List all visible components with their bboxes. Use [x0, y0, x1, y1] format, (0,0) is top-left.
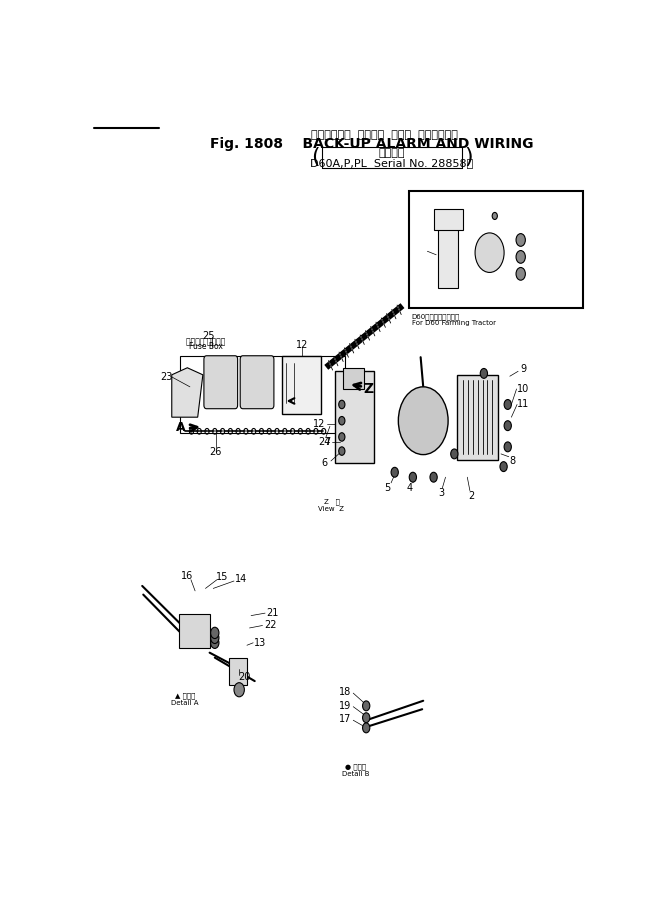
Bar	[179, 356, 345, 434]
Text: 11: 11	[517, 400, 529, 410]
Text: 2: 2	[468, 492, 474, 502]
Circle shape	[516, 268, 525, 281]
Text: 12: 12	[313, 419, 326, 429]
Text: ● 詳細図: ● 詳細図	[345, 763, 367, 770]
Circle shape	[363, 713, 370, 723]
Text: D60A,P,PL  Serial No. 28858～: D60A,P,PL Serial No. 28858～	[310, 158, 474, 168]
Text: バックアップ  アラーム  および  ワイヤリング: バックアップ アラーム および ワイヤリング	[311, 129, 458, 139]
Bar	[229, 658, 247, 685]
Text: (: (	[311, 148, 320, 167]
Text: 16: 16	[181, 571, 193, 581]
Circle shape	[339, 433, 345, 441]
Circle shape	[339, 400, 345, 409]
Text: View  Z: View Z	[318, 506, 345, 512]
Circle shape	[516, 250, 525, 263]
Circle shape	[363, 723, 370, 733]
Text: 22: 22	[264, 621, 276, 631]
Text: 6: 6	[322, 458, 328, 468]
Text: 19: 19	[339, 701, 352, 711]
Text: 14: 14	[235, 573, 247, 583]
Circle shape	[504, 421, 511, 431]
Bar	[438, 217, 458, 288]
Text: 25: 25	[202, 331, 214, 341]
Text: Detail A: Detail A	[171, 701, 199, 706]
Circle shape	[363, 701, 370, 711]
Circle shape	[504, 442, 511, 452]
Circle shape	[398, 387, 448, 455]
Circle shape	[211, 627, 219, 638]
Circle shape	[430, 472, 438, 482]
Circle shape	[500, 461, 507, 471]
Bar	[335, 371, 374, 463]
Circle shape	[391, 468, 398, 477]
Text: Fuse Box: Fuse Box	[189, 342, 222, 351]
Bar	[457, 375, 498, 459]
Circle shape	[409, 472, 417, 482]
Text: 7: 7	[324, 436, 330, 447]
Text: 24: 24	[318, 436, 331, 447]
Text: Z: Z	[364, 382, 374, 396]
Text: 12: 12	[413, 247, 425, 256]
Text: Fig. 1808    BACK-UP ALARM AND WIRING: Fig. 1808 BACK-UP ALARM AND WIRING	[209, 137, 533, 151]
Circle shape	[451, 449, 458, 458]
Circle shape	[492, 213, 497, 219]
Text: 20: 20	[238, 672, 250, 682]
Circle shape	[339, 447, 345, 456]
Text: 8: 8	[510, 456, 516, 466]
Bar	[282, 356, 321, 414]
Text: D60農業用トラクター: D60農業用トラクター	[412, 313, 460, 319]
Text: 21: 21	[267, 608, 279, 618]
Circle shape	[339, 416, 345, 425]
Text: 23: 23	[161, 372, 173, 382]
Circle shape	[475, 233, 504, 272]
Text: ▲ 詳細図: ▲ 詳細図	[175, 692, 195, 700]
Circle shape	[211, 632, 219, 644]
Text: 26: 26	[209, 447, 222, 458]
Bar	[343, 368, 364, 389]
Text: 適用号機: 適用号機	[379, 148, 405, 158]
Text: 17: 17	[339, 714, 352, 724]
Text: For D60 Farming Tractor: For D60 Farming Tractor	[412, 320, 496, 326]
Bar	[179, 613, 209, 647]
Circle shape	[480, 369, 488, 379]
Bar	[409, 192, 583, 308]
Text: 15: 15	[216, 572, 228, 582]
Text: 10: 10	[517, 384, 529, 394]
Text: ヒューズ ボックス: ヒューズ ボックス	[186, 337, 225, 346]
Circle shape	[504, 400, 511, 409]
Text: Z   矢: Z 矢	[324, 499, 339, 505]
Text: 4: 4	[406, 482, 412, 492]
FancyBboxPatch shape	[204, 356, 237, 409]
Text: 9: 9	[520, 364, 527, 374]
Circle shape	[211, 637, 219, 648]
Text: Detail B: Detail B	[342, 771, 369, 777]
FancyBboxPatch shape	[240, 356, 274, 409]
Text: ): )	[465, 148, 474, 167]
Text: 13: 13	[254, 638, 266, 647]
Circle shape	[234, 682, 244, 697]
Polygon shape	[172, 368, 203, 417]
Text: A: A	[176, 421, 185, 435]
Circle shape	[516, 234, 525, 247]
Text: 3: 3	[438, 489, 444, 499]
Text: 18: 18	[339, 687, 352, 697]
Bar	[434, 209, 463, 230]
Text: 5: 5	[384, 482, 390, 492]
Text: 12: 12	[296, 340, 308, 350]
